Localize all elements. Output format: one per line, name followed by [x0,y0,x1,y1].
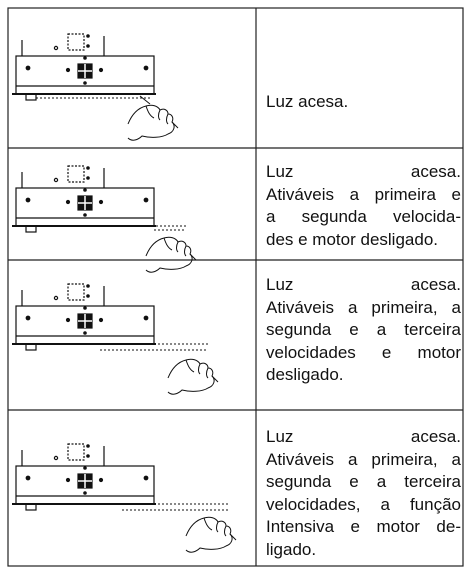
text-line: Ativáveis a primeira, a [266,449,461,469]
text-line: Ativáveis a primeira e [266,184,461,204]
text-line: segunda e a terceira [266,472,461,491]
text-line: Intensiva e motor de- [266,517,461,536]
illustration [11,443,237,553]
text-line: des e motor desligado. [266,229,438,249]
illustration [11,165,197,273]
text-line: velocidades, a função [266,494,461,514]
table-grid [7,7,464,567]
text-line: ligado. [266,539,317,559]
text-line: Luz acesa. [266,162,461,181]
cell-text: Luz acesa. Ativáveis a primeira e a segund… [266,161,461,251]
text-line: Luz acesa. [266,427,461,446]
text-line: Ativáveis a primeira, a [266,297,461,317]
text-line: velocidades e motor [266,342,461,362]
illustration [11,283,219,395]
text-line: desligado. [266,365,344,384]
cell-text: Luz acesa. Ativáveis a primeira, a segunda… [266,274,461,387]
cell-text: Luz acesa. [266,91,461,114]
text-line: segunda e a terceira [266,320,461,339]
cell-text: Luz acesa. Ativáveis a primeira, a segunda… [266,426,461,561]
text-line: Luz acesa. [266,275,461,294]
text-line: a segunda velocida- [266,207,461,226]
illustration [11,33,179,141]
text-line: Luz acesa. [266,92,349,111]
